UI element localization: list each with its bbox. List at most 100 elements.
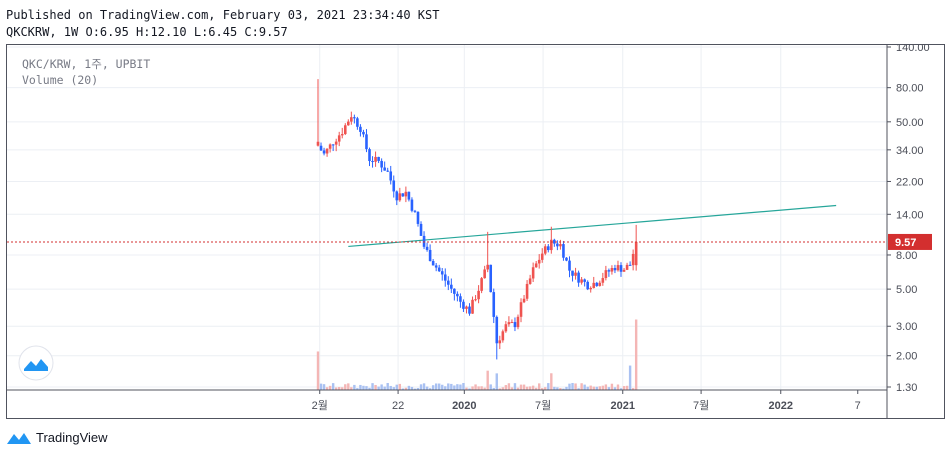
volume-bar <box>492 387 495 390</box>
volume-bar <box>483 387 486 390</box>
time-axis-label: 2월 <box>312 399 328 412</box>
candle-body <box>383 167 386 171</box>
candle-body <box>440 271 444 275</box>
volume-bar <box>480 386 483 390</box>
volume-bar <box>334 387 338 390</box>
candle-body <box>380 160 383 168</box>
volume-bar <box>601 385 605 390</box>
volume-bar <box>425 386 429 390</box>
trendline <box>348 204 837 248</box>
price-axis-label: 1.30 <box>896 382 917 394</box>
price-axis-label: 140.00 <box>896 45 930 54</box>
candle-body <box>347 121 350 126</box>
volume-bar <box>571 382 574 390</box>
candle-body <box>525 283 529 299</box>
volume-bar <box>368 387 371 390</box>
price-axis-label: 22.00 <box>896 176 924 188</box>
candle-body <box>589 287 593 290</box>
candle-body <box>571 270 574 276</box>
volume-bar <box>519 384 523 390</box>
candle-body <box>362 131 365 135</box>
candles <box>316 79 638 360</box>
candle-body <box>401 193 405 197</box>
candle-body <box>486 264 489 270</box>
volume-bar <box>538 383 541 390</box>
volume-bar <box>510 387 514 390</box>
volume-bar <box>344 384 347 390</box>
volume-bar <box>325 387 329 390</box>
candle-body <box>568 260 571 271</box>
volume-bar <box>447 383 450 390</box>
price-axis-label: 8.00 <box>896 250 917 262</box>
chart-frame[interactable]: 140.00 80.00 50.00 34.00 22.00 14.00 8.00 5.00 3… <box>6 44 945 419</box>
candle-body <box>634 241 638 266</box>
candle-body <box>522 298 526 303</box>
candle-body <box>556 243 559 247</box>
volume-bar <box>477 386 480 390</box>
volume-bar <box>328 385 332 390</box>
volume-bar <box>471 386 474 390</box>
candle-body <box>510 322 514 324</box>
candle-body <box>437 267 441 272</box>
candle-body <box>583 279 586 282</box>
candle-body <box>356 118 359 127</box>
volume-bar <box>525 386 529 390</box>
volume-bar <box>541 388 544 390</box>
volume-bar <box>610 383 614 390</box>
volume-bar <box>377 386 380 390</box>
volume-bar <box>474 384 477 390</box>
candle-body <box>580 279 583 283</box>
candle-body <box>546 246 550 251</box>
candle-body <box>343 125 347 135</box>
candle-body <box>519 302 523 317</box>
volume-bar <box>389 385 392 390</box>
candle-body <box>474 299 477 301</box>
candle-body <box>353 117 356 119</box>
candle-body <box>459 296 462 302</box>
volume-bar <box>544 387 547 390</box>
candle-body <box>565 257 568 261</box>
candle-body <box>386 170 389 172</box>
volume-bar <box>580 383 583 390</box>
candle-body <box>628 264 632 266</box>
candle-body <box>550 239 553 251</box>
price-chart[interactable]: 140.00 80.00 50.00 34.00 22.00 14.00 8.00 5.00 3… <box>7 45 944 418</box>
candle-body <box>443 274 447 281</box>
candle-body <box>586 281 589 290</box>
candle-body <box>559 244 562 247</box>
footer-brand[interactable]: TradingView <box>6 428 108 446</box>
candle-body <box>471 299 474 314</box>
volume-bar <box>534 387 538 390</box>
volume-bar <box>616 384 620 390</box>
candle-body <box>610 268 614 272</box>
volume-bar <box>486 370 489 390</box>
volume-bar <box>565 386 568 390</box>
last-price-label: 9.57 <box>895 237 916 249</box>
volume-bar <box>553 386 556 390</box>
candle-body <box>528 278 532 284</box>
price-axis-label: 50.00 <box>896 117 924 129</box>
volume-bar <box>556 387 559 390</box>
price-axis-label: 2.00 <box>896 351 917 363</box>
candle-body <box>607 270 611 272</box>
volume-bar <box>498 388 502 390</box>
volume-bar <box>622 386 626 390</box>
candle-body <box>616 265 620 271</box>
volume-bar <box>422 383 426 390</box>
volume-bar <box>322 384 326 390</box>
volume-bar <box>365 386 368 390</box>
volume-bar <box>619 388 623 390</box>
time-axis-label: 7월 <box>535 399 551 412</box>
candle-body <box>422 235 426 247</box>
candle-body <box>428 249 432 262</box>
candle-body <box>553 239 556 244</box>
volume-bar <box>316 351 320 390</box>
volume-bar <box>453 385 456 390</box>
candle-body <box>319 145 323 151</box>
volume-bar <box>522 384 526 390</box>
candle-body <box>619 265 623 272</box>
candle-body <box>489 264 493 293</box>
candle-body <box>498 340 502 344</box>
price-axis-label: 80.00 <box>896 83 924 95</box>
candle-body <box>477 290 480 300</box>
